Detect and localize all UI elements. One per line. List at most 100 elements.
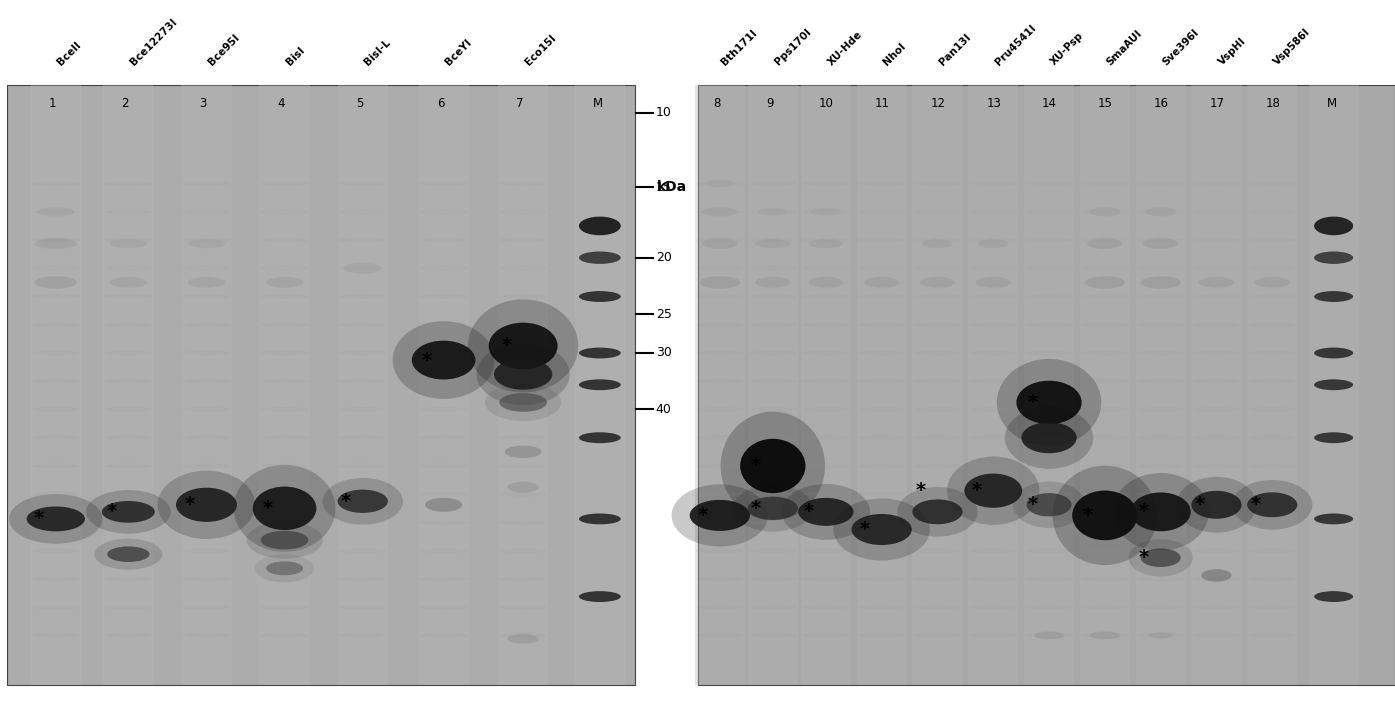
Ellipse shape: [499, 407, 547, 412]
Ellipse shape: [183, 435, 230, 441]
Ellipse shape: [696, 548, 744, 554]
Ellipse shape: [579, 379, 621, 390]
Ellipse shape: [579, 591, 621, 602]
Ellipse shape: [970, 209, 1017, 215]
Text: XU-Hde: XU-Hde: [826, 29, 864, 67]
Ellipse shape: [1025, 520, 1073, 525]
Ellipse shape: [499, 350, 547, 356]
Ellipse shape: [105, 463, 152, 469]
Ellipse shape: [1137, 463, 1184, 469]
Text: *: *: [262, 499, 273, 517]
Text: 9: 9: [766, 97, 773, 110]
Ellipse shape: [1249, 322, 1296, 327]
Ellipse shape: [183, 322, 230, 327]
Ellipse shape: [183, 266, 230, 271]
Text: Vsp586I: Vsp586I: [1272, 27, 1313, 67]
Ellipse shape: [808, 239, 844, 249]
Ellipse shape: [499, 633, 547, 638]
Ellipse shape: [105, 181, 152, 186]
Ellipse shape: [1137, 294, 1184, 299]
Ellipse shape: [970, 548, 1017, 554]
Ellipse shape: [802, 322, 850, 327]
Ellipse shape: [105, 407, 152, 412]
Ellipse shape: [978, 239, 1009, 249]
Ellipse shape: [1314, 591, 1353, 602]
Ellipse shape: [749, 322, 797, 327]
Ellipse shape: [32, 463, 80, 469]
Ellipse shape: [755, 277, 791, 288]
Ellipse shape: [1249, 576, 1296, 582]
Ellipse shape: [858, 435, 905, 441]
Ellipse shape: [499, 435, 547, 441]
Ellipse shape: [749, 576, 797, 582]
Ellipse shape: [689, 500, 751, 531]
Ellipse shape: [914, 407, 961, 412]
Ellipse shape: [696, 520, 744, 525]
Ellipse shape: [970, 463, 1017, 469]
Ellipse shape: [914, 491, 961, 497]
Ellipse shape: [499, 209, 547, 215]
Ellipse shape: [858, 576, 905, 582]
FancyBboxPatch shape: [575, 85, 625, 685]
Ellipse shape: [748, 497, 798, 520]
Text: *: *: [971, 481, 982, 500]
Ellipse shape: [970, 266, 1017, 271]
Text: kDa: kDa: [657, 180, 688, 194]
Ellipse shape: [32, 407, 80, 412]
Ellipse shape: [1193, 435, 1240, 441]
Ellipse shape: [1137, 435, 1184, 441]
Ellipse shape: [1081, 576, 1129, 582]
Ellipse shape: [339, 633, 386, 638]
Ellipse shape: [183, 463, 230, 469]
FancyBboxPatch shape: [7, 85, 635, 685]
Text: *: *: [1194, 496, 1205, 514]
Ellipse shape: [32, 548, 80, 554]
Ellipse shape: [1249, 209, 1296, 215]
Ellipse shape: [802, 266, 850, 271]
Text: Pan13I: Pan13I: [937, 32, 972, 67]
Ellipse shape: [757, 208, 788, 216]
Ellipse shape: [339, 407, 386, 412]
Ellipse shape: [420, 491, 467, 497]
Ellipse shape: [1025, 181, 1073, 186]
Ellipse shape: [420, 604, 467, 609]
Ellipse shape: [105, 378, 152, 384]
Ellipse shape: [1081, 520, 1129, 525]
Text: 10: 10: [819, 97, 834, 110]
Ellipse shape: [1025, 237, 1073, 242]
Ellipse shape: [1081, 266, 1129, 271]
Ellipse shape: [579, 251, 621, 264]
Ellipse shape: [32, 633, 80, 638]
Ellipse shape: [255, 554, 314, 582]
Ellipse shape: [1081, 435, 1129, 441]
FancyBboxPatch shape: [31, 85, 81, 685]
Ellipse shape: [505, 445, 541, 458]
Ellipse shape: [579, 513, 621, 525]
Ellipse shape: [261, 181, 308, 186]
Ellipse shape: [1193, 209, 1240, 215]
Ellipse shape: [32, 294, 80, 299]
Text: *: *: [184, 496, 195, 514]
FancyBboxPatch shape: [103, 85, 153, 685]
FancyBboxPatch shape: [748, 85, 798, 685]
Ellipse shape: [1254, 277, 1290, 288]
Ellipse shape: [851, 514, 912, 545]
Text: 5: 5: [356, 97, 363, 110]
Ellipse shape: [32, 322, 80, 327]
Ellipse shape: [1025, 350, 1073, 356]
FancyBboxPatch shape: [418, 85, 469, 685]
Ellipse shape: [914, 604, 961, 609]
Ellipse shape: [864, 277, 900, 288]
Text: 17: 17: [1209, 97, 1225, 110]
Ellipse shape: [339, 548, 386, 554]
Ellipse shape: [1193, 604, 1240, 609]
Ellipse shape: [858, 520, 905, 525]
Ellipse shape: [975, 277, 1011, 288]
Ellipse shape: [700, 276, 739, 289]
Ellipse shape: [499, 294, 547, 299]
Ellipse shape: [802, 633, 850, 638]
Ellipse shape: [914, 266, 961, 271]
Ellipse shape: [261, 350, 308, 356]
Ellipse shape: [914, 294, 961, 299]
Ellipse shape: [38, 207, 74, 217]
